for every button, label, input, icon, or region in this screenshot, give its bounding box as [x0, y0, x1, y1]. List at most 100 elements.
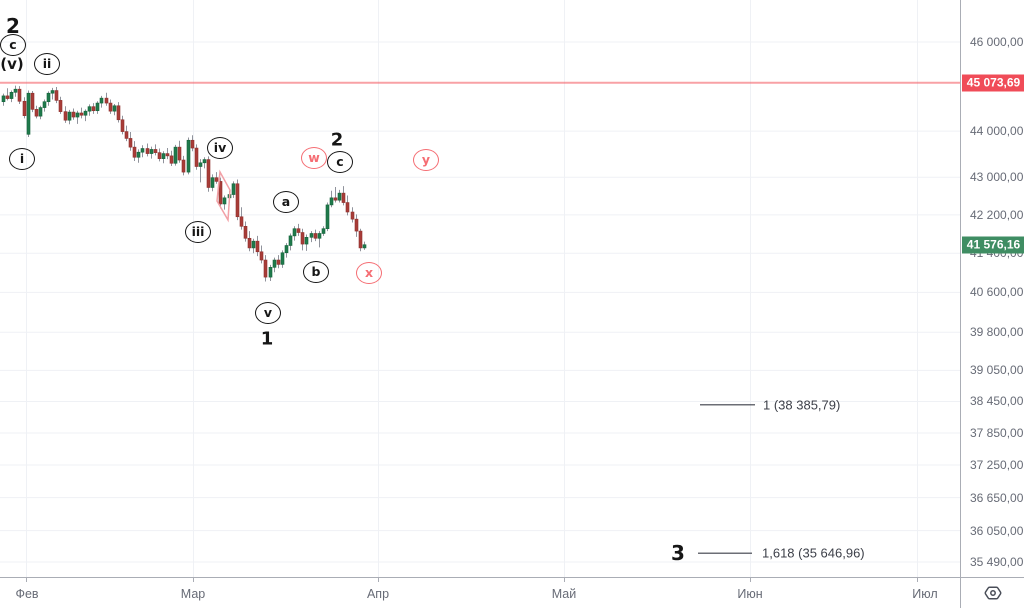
candle-body — [116, 105, 121, 121]
drawn-parallelogram[interactable] — [216, 169, 231, 223]
candle-body — [362, 244, 367, 249]
price-tick: 37 850,00 — [970, 425, 1024, 440]
wave-label-iv[interactable]: iv — [207, 137, 233, 159]
candle-body — [247, 237, 252, 249]
wave-label-3[interactable]: 3 — [671, 541, 685, 565]
candle-body — [288, 235, 293, 246]
wave-label-1[interactable]: 1 — [260, 328, 274, 350]
candle-body — [34, 109, 39, 117]
candle-body — [112, 105, 117, 112]
candle-body — [132, 146, 137, 158]
last-price-label: 41 576,16 — [962, 236, 1024, 254]
candle-body — [145, 148, 150, 154]
candle-body — [63, 111, 68, 121]
fib-level-label: 1 (38 385,79) — [763, 397, 840, 412]
price-tick: 38 450,00 — [970, 394, 1024, 409]
time-tick-Июн: Июн — [737, 587, 763, 601]
candle-body — [54, 90, 59, 101]
candle-body — [325, 204, 330, 229]
fib-level-label: 1,618 (35 646,96) — [762, 546, 865, 561]
time-tick-mark — [26, 578, 27, 582]
price-tick: 36 050,00 — [970, 523, 1024, 538]
wave-label-i[interactable]: i — [9, 148, 35, 170]
candle-body — [304, 237, 309, 245]
candle-body — [317, 233, 322, 239]
price-tick: 40 600,00 — [970, 285, 1024, 300]
gridlines — [0, 0, 960, 577]
candle-body — [42, 101, 47, 108]
candle-body — [350, 211, 355, 220]
candle-body — [181, 159, 186, 173]
candle-body — [354, 218, 359, 232]
wave-label-y[interactable]: y — [413, 149, 439, 171]
candle-body — [235, 183, 240, 218]
candle-body — [173, 146, 178, 164]
wave-label-2[interactable]: 2 — [6, 14, 20, 38]
price-tick: 46 000,00 — [970, 35, 1024, 49]
candle-body — [251, 240, 256, 249]
fib-level[interactable]: 1,618 (35 646,96) — [698, 546, 865, 561]
hexagon-dot-icon — [984, 586, 1001, 600]
time-tick-mark — [564, 578, 565, 582]
axis-settings-button[interactable] — [960, 577, 1024, 608]
wave-label-ii[interactable]: ii — [34, 53, 60, 75]
candles-layer — [1, 85, 367, 282]
price-tick: 39 800,00 — [970, 325, 1024, 340]
candle-body — [140, 148, 145, 153]
candle-body — [333, 197, 338, 201]
candle-body — [120, 119, 125, 132]
alert-price-label: 45 073,69 — [962, 74, 1024, 92]
candle-body — [292, 228, 297, 237]
candle-body — [136, 151, 141, 158]
candle-body — [26, 92, 31, 135]
time-axis[interactable]: Фев Мар Апр Май Июн Июл — [0, 577, 960, 608]
time-tick-Мар: Мар — [180, 587, 206, 601]
time-tick-mark — [917, 578, 918, 582]
wave-label-v[interactable]: (v) — [0, 55, 24, 73]
price-tick: 43 000,00 — [970, 170, 1024, 185]
candle-body — [161, 153, 166, 159]
candle-body — [186, 139, 191, 173]
candle-body — [50, 90, 55, 94]
candle-body — [218, 181, 223, 205]
candle-body — [99, 97, 104, 104]
candle-body — [202, 159, 207, 164]
candle-body — [268, 267, 273, 278]
candle-body — [169, 155, 174, 164]
time-tick-mark — [378, 578, 379, 582]
candle-body — [243, 225, 248, 239]
candle-body — [272, 259, 277, 268]
time-tick-mark — [750, 578, 751, 582]
wave-label-w[interactable]: w — [301, 147, 327, 169]
candle-body — [329, 197, 334, 206]
candle-body — [337, 192, 342, 201]
candle-body — [194, 147, 199, 167]
candle-body — [276, 259, 281, 265]
wave-label-v[interactable]: v — [255, 302, 281, 324]
wave-label-2[interactable]: 2 — [330, 129, 344, 151]
chart-pane[interactable]: 1 (38 385,79) 1,618 (35 646,96) 2 c (v) ii i i… — [0, 0, 960, 577]
candle-body — [280, 252, 285, 265]
candle-body — [165, 153, 170, 157]
wave-label-c[interactable]: c — [0, 34, 26, 56]
candle-body — [104, 97, 109, 104]
candle-body — [30, 92, 35, 110]
wave-label-c[interactable]: c — [327, 151, 353, 173]
candle-body — [87, 106, 92, 112]
candle-body — [71, 111, 76, 118]
candle-body — [300, 232, 305, 245]
candle-body — [358, 230, 363, 249]
price-axis[interactable]: 46 000,00 44 000,00 43 000,00 42 200,00 41 4… — [960, 0, 1024, 577]
wave-label-iii[interactable]: iii — [185, 221, 211, 243]
fib-level[interactable]: 1 (38 385,79) — [700, 397, 840, 412]
candle-body — [341, 192, 346, 203]
wave-label-x[interactable]: x — [356, 262, 382, 284]
wave-label-a[interactable]: a — [273, 191, 299, 213]
price-tick: 42 200,00 — [970, 207, 1024, 222]
candle-body — [1, 95, 6, 103]
time-tick-Апр: Апр — [366, 587, 390, 601]
candle-body — [345, 202, 350, 213]
wave-label-b[interactable]: b — [303, 261, 329, 283]
candle-body — [296, 228, 301, 233]
candle-body — [149, 149, 154, 154]
